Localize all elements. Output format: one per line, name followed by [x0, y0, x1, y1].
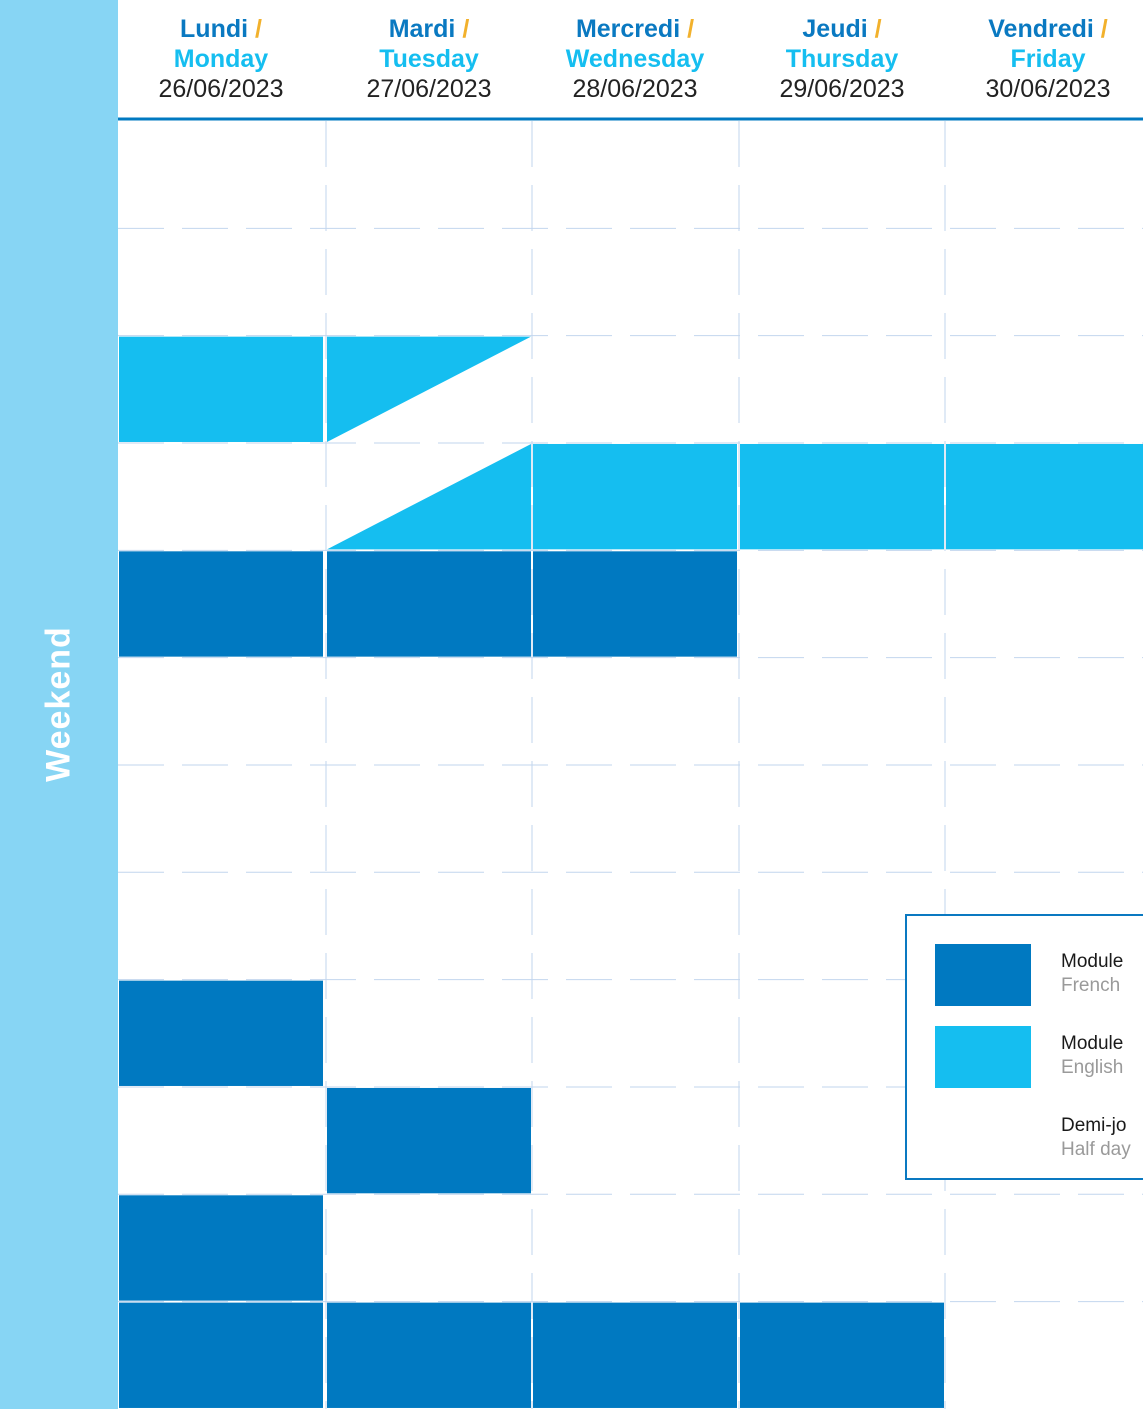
module-block-french — [119, 551, 323, 657]
day-name-en: Wednesday — [565, 45, 705, 73]
day-date: 30/06/2023 — [985, 75, 1111, 103]
module-block-french — [533, 551, 737, 657]
day-name-fr: Lundi — [180, 15, 249, 43]
day-date: 29/06/2023 — [779, 75, 905, 103]
legend-swatch-english — [935, 1026, 1031, 1088]
day-name-fr: Jeudi — [802, 15, 868, 43]
day-header: Mercredi / Wednesday 28/06/2023 — [532, 14, 738, 104]
module-block-french — [327, 1087, 531, 1194]
module-block-french — [533, 1302, 737, 1408]
day-name-en: Thursday — [785, 45, 899, 73]
day-date: 28/06/2023 — [572, 75, 698, 103]
day-separator: / — [248, 15, 262, 43]
half-day-block-english — [327, 443, 531, 550]
half-day-icon — [935, 1108, 1031, 1170]
legend-label-fr: Demi-jo — [1061, 1115, 1127, 1136]
day-header: Vendredi / Friday 30/06/2023 — [945, 14, 1143, 104]
module-block-english — [533, 443, 737, 550]
module-block-english — [946, 443, 1143, 550]
day-separator: / — [1093, 15, 1108, 43]
day-name-en: Friday — [1010, 45, 1086, 73]
module-block-french — [119, 1302, 323, 1408]
legend-label-en: English — [1061, 1057, 1124, 1078]
weekend-band: Weekend — [0, 0, 118, 1409]
legend-item-half-day: Demi-jo Half day — [935, 1108, 1143, 1172]
module-block-french — [119, 1195, 323, 1301]
half-day-block-english — [327, 336, 531, 442]
day-date: 26/06/2023 — [158, 75, 284, 103]
day-name-fr: Mercredi — [575, 15, 681, 43]
legend-label-en: French — [1061, 975, 1121, 996]
day-header: Jeudi / Thursday 29/06/2023 — [739, 14, 945, 104]
day-name-en: Monday — [173, 45, 269, 73]
module-block-french — [327, 551, 531, 657]
module-block-french — [327, 1302, 531, 1408]
module-block-english — [740, 443, 944, 550]
legend-label-en: Half day — [1061, 1139, 1131, 1160]
legend-label-fr: Module — [1061, 951, 1124, 972]
day-name-fr: Mardi — [388, 15, 456, 43]
legend-label-fr: Module — [1061, 1033, 1124, 1054]
day-date: 27/06/2023 — [366, 75, 492, 103]
module-block-french — [119, 980, 323, 1086]
day-separator: / — [867, 15, 882, 43]
day-separator: / — [680, 15, 695, 43]
legend-item-english: Module English — [935, 1026, 1143, 1090]
day-header: Lundi / Monday 26/06/2023 — [118, 14, 324, 104]
day-header: Mardi / Tuesday 27/06/2023 — [326, 14, 532, 104]
legend: Module French Module English Demi-jo Hal… — [905, 914, 1143, 1180]
day-name-en: Tuesday — [379, 45, 479, 73]
day-separator: / — [455, 15, 470, 43]
legend-item-french: Module French — [935, 944, 1143, 1008]
module-block-english — [119, 336, 323, 442]
day-name-fr: Vendredi — [988, 15, 1094, 43]
legend-swatch-french — [935, 944, 1031, 1006]
module-block-french — [740, 1302, 944, 1408]
